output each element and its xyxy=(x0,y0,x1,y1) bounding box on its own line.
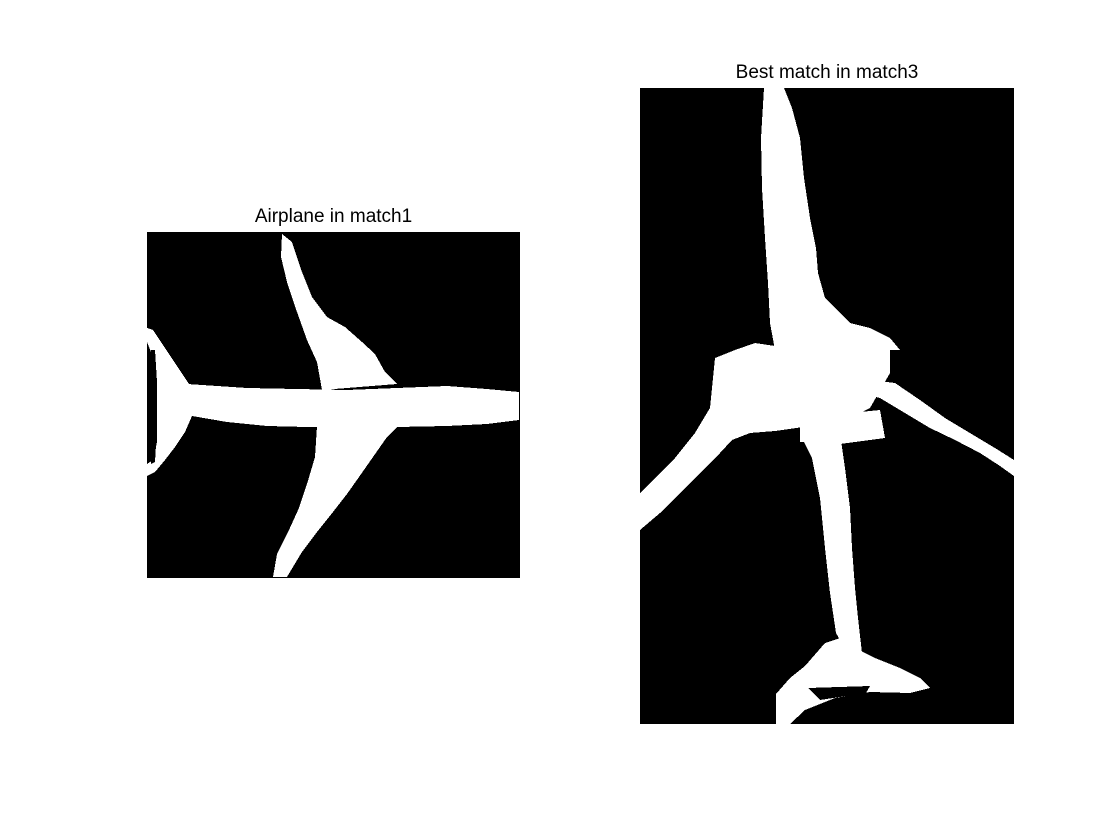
airplane-silhouette xyxy=(147,234,519,577)
left-binary-image xyxy=(147,232,520,578)
left-subplot: Airplane in match1 xyxy=(147,200,520,578)
right-subplot-title: Best match in match3 xyxy=(735,62,919,83)
left-subplot-title: Airplane in match1 xyxy=(254,206,413,227)
right-binary-image xyxy=(640,88,1014,724)
right-subplot: Best match in match3 xyxy=(640,56,1014,724)
airplane-silhouette-rotated xyxy=(640,88,1014,724)
